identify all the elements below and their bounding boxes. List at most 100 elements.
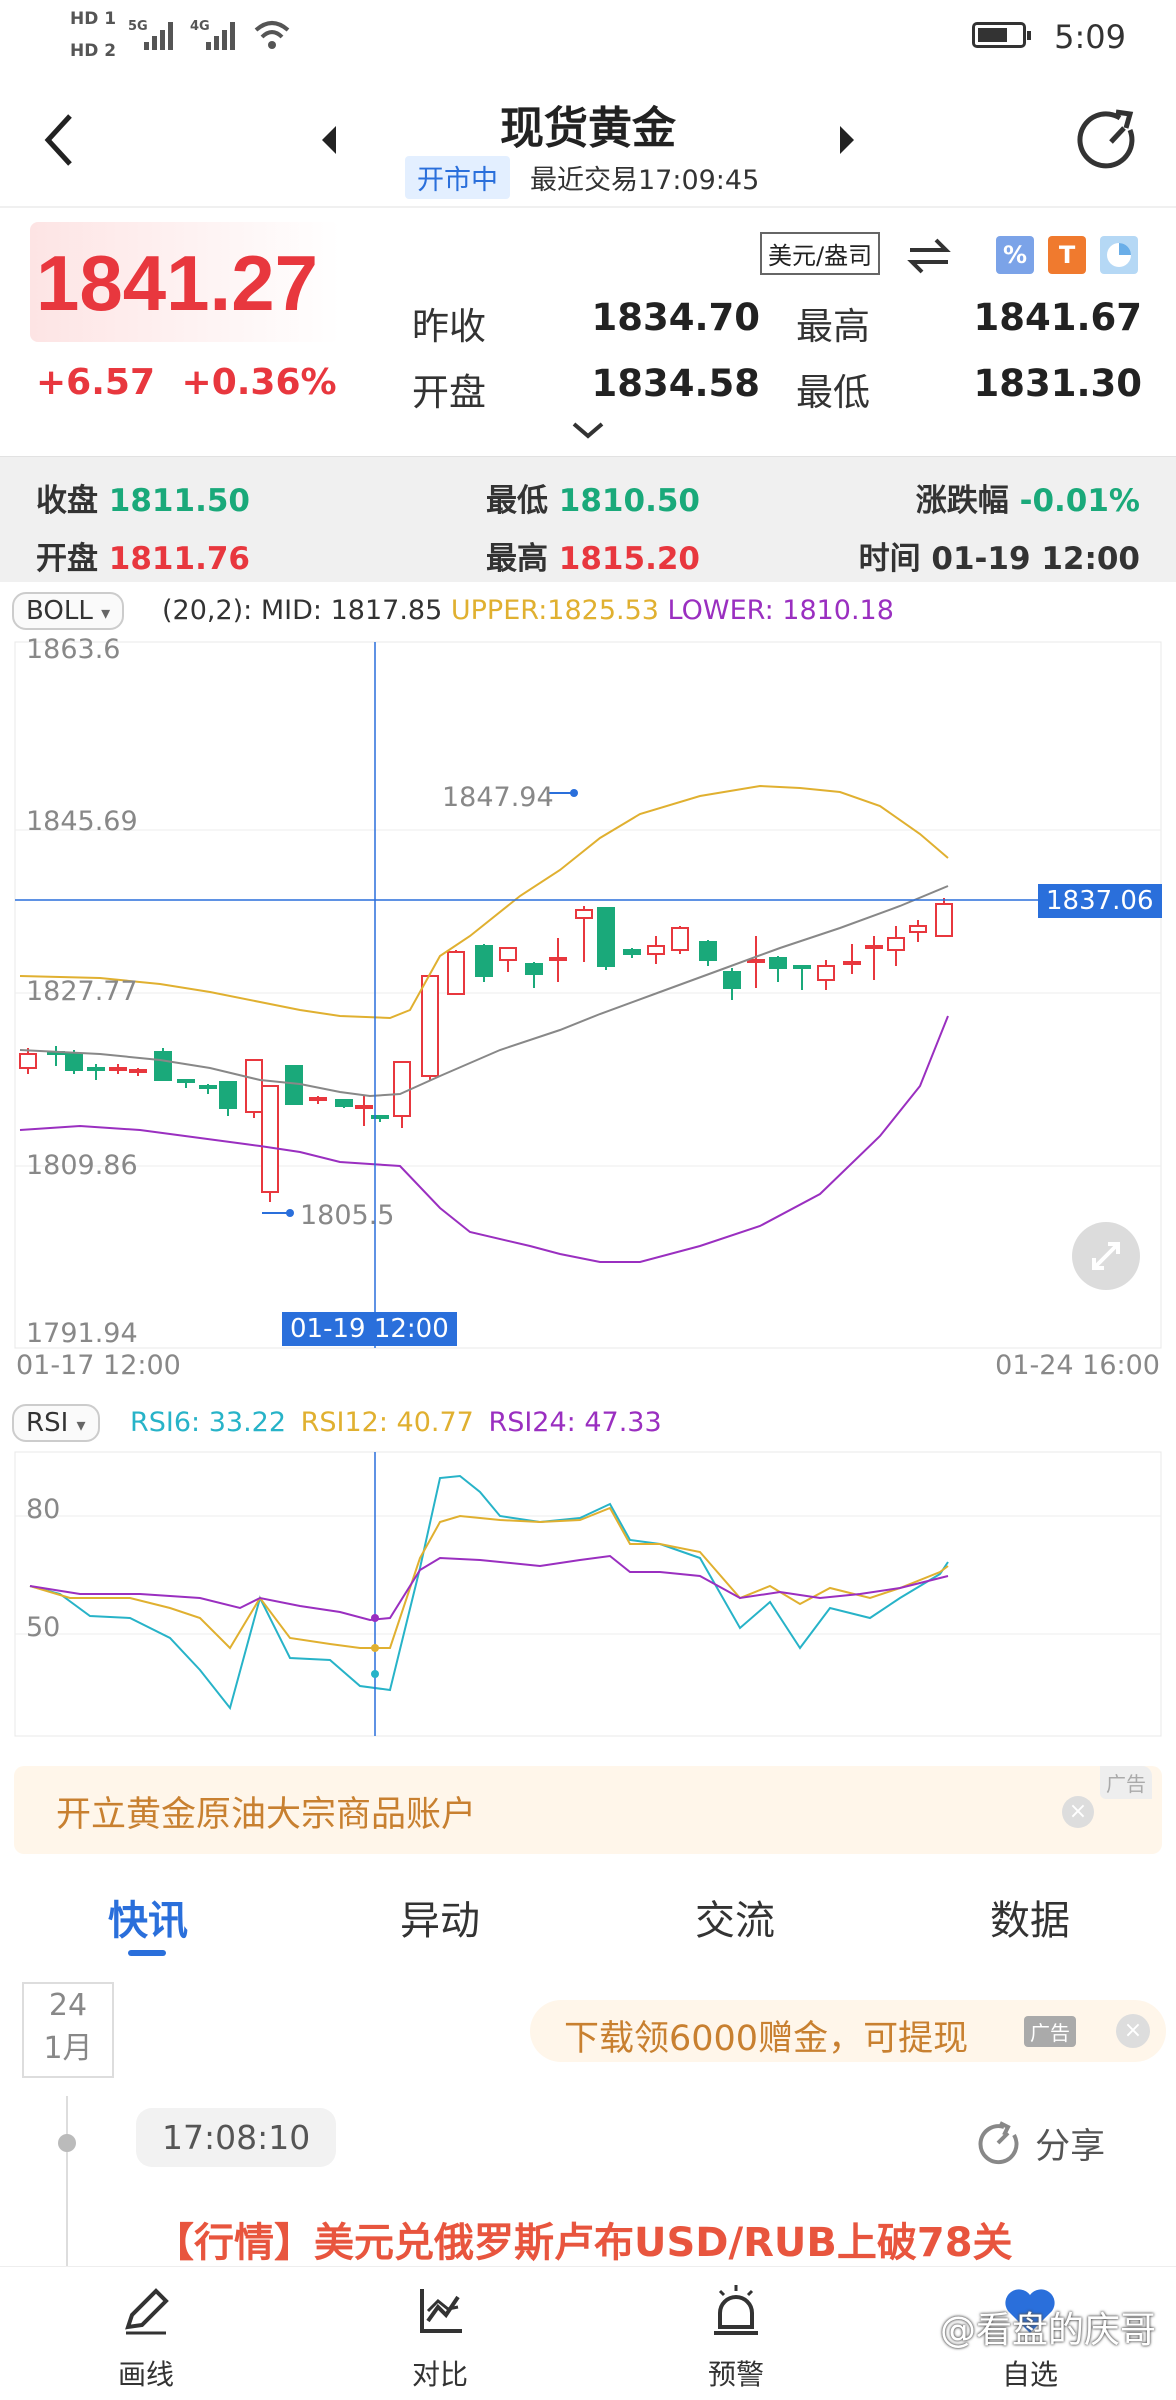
nav-watchlist-label: 自选 [1001, 2358, 1058, 2391]
header-divider [0, 206, 1176, 208]
news-headline[interactable]: 【行情】美元兑俄罗斯卢布USD/RUB上破78关 [154, 2220, 1013, 2266]
candle-body [177, 1079, 195, 1083]
x-axis-end: 01-24 16:00 [995, 1350, 1160, 1381]
percent-icon[interactable]: % [996, 236, 1034, 274]
currency-unit[interactable]: 美元/盎司 [760, 232, 881, 275]
swap-icon[interactable] [906, 236, 952, 276]
ad-close-icon[interactable]: × [1062, 1796, 1094, 1828]
expand-chevron-icon[interactable] [570, 420, 606, 440]
prev-close-value: 1834.70 [591, 296, 760, 339]
candle-body [575, 909, 593, 919]
open-label: 开盘 [412, 371, 486, 414]
tab-flash-news[interactable]: 快讯 [108, 1898, 188, 1944]
candle-body [447, 951, 465, 995]
share-label: 分享 [1035, 2127, 1106, 2167]
candle-body [499, 947, 517, 961]
heart-icon [1005, 2289, 1055, 2333]
price-change: +6.57 +0.36% [36, 362, 337, 403]
chart-compare-icon [420, 2289, 462, 2333]
news-ad-text: 下载领6000赠金，可提现 [564, 2019, 969, 2059]
expand-arrows-icon [1092, 1242, 1120, 1270]
tab-discussion[interactable]: 交流 [695, 1898, 775, 1944]
candle-body [817, 965, 835, 981]
candle-body [747, 959, 765, 963]
next-instrument-icon[interactable] [836, 124, 858, 156]
date-card: 24 1月 [22, 1982, 114, 2078]
signal-icon-2 [206, 22, 235, 50]
min-price-label: 1805.5 [300, 1200, 395, 1231]
candle-change: 涨跌幅 -0.01% [915, 483, 1140, 519]
candle-body [285, 1065, 303, 1105]
candle-body [865, 945, 883, 949]
candlestick-chart[interactable] [0, 636, 1176, 1356]
news-ad-banner[interactable]: 下载领6000赠金，可提现 广告 × [530, 2000, 1166, 2062]
candle-body [87, 1067, 105, 1071]
nav-alert[interactable]: 预警 [656, 2267, 816, 2393]
candle-body [597, 907, 615, 967]
news-ad-close-icon[interactable]: × [1116, 2014, 1150, 2048]
nav-draw[interactable]: 画线 [66, 2267, 226, 2393]
indicator-select-rsi[interactable]: RSI ▾ [12, 1404, 100, 1442]
ad-banner-text: 开立黄金原油大宗商品账户 [56, 1795, 477, 1835]
change-percent: +0.36% [181, 362, 337, 403]
date-day: 24 [48, 1988, 88, 2023]
candle-body [671, 927, 689, 951]
candle-low: 最低 1810.50 [486, 483, 700, 519]
rsi-chart[interactable] [0, 1448, 1176, 1738]
pie-icon[interactable] [1100, 236, 1138, 274]
share-button[interactable]: 分享 [976, 2118, 1105, 2169]
refresh-icon[interactable] [1076, 106, 1146, 176]
candle-body [154, 1051, 172, 1081]
crosshair-time-label: 01-19 12:00 [282, 1312, 457, 1346]
y-tick-1: 1863.6 [26, 634, 121, 665]
candle-body [769, 957, 787, 969]
tab-data[interactable]: 数据 [990, 1898, 1070, 1944]
price-highlight [30, 222, 340, 342]
last-price: 1841.27 [36, 239, 318, 327]
nav-compare[interactable]: 对比 [360, 2267, 520, 2393]
indicator-select-boll[interactable]: BOLL ▾ [12, 592, 125, 630]
candle-body [723, 971, 741, 989]
last-trade-time: 最近交易17:09:45 [530, 165, 760, 196]
ad-banner[interactable]: 开立黄金原油大宗商品账户 广告 × [14, 1766, 1162, 1854]
candle-close: 收盘 1811.50 [36, 483, 250, 519]
y-tick-5: 1791.94 [26, 1318, 138, 1349]
candle-body [245, 1059, 263, 1113]
crosshair-price-label: 1837.06 [1038, 884, 1162, 918]
candle-body [887, 937, 905, 951]
y-tick-2: 1845.69 [26, 806, 138, 837]
change-value: +6.57 [36, 362, 155, 403]
t-icon[interactable]: T [1048, 236, 1086, 274]
share-icon [978, 2120, 1019, 2164]
candle-high: 最高 1815.20 [486, 541, 700, 577]
candle-body [421, 975, 439, 1077]
wifi-icon [254, 21, 290, 49]
watermark: @看盘的庆哥 [939, 2310, 1156, 2351]
candle-body [129, 1069, 147, 1073]
y-tick-4: 1809.86 [26, 1150, 138, 1181]
candle-body [623, 949, 641, 955]
candle-body [19, 1053, 37, 1069]
nav-watchlist[interactable]: 自选 [950, 2267, 1110, 2393]
ad-badge: 广告 [1100, 1766, 1152, 1799]
signal-icon [144, 22, 173, 50]
candle-body [843, 961, 861, 965]
back-icon[interactable] [40, 110, 80, 170]
candle-body [525, 963, 543, 975]
max-price-label: 1847.94 [442, 782, 554, 813]
clock: 5:09 [1054, 18, 1126, 56]
low-value: 1831.30 [973, 362, 1142, 405]
network-5g-label: 5G [128, 19, 148, 34]
tab-movement[interactable]: 异动 [400, 1898, 480, 1944]
high-label: 最高 [796, 305, 870, 348]
prev-instrument-icon[interactable] [318, 124, 340, 156]
candle-body [261, 1085, 279, 1193]
candle-body [335, 1099, 353, 1107]
nav-compare-label: 对比 [411, 2358, 468, 2391]
candle-body [309, 1097, 327, 1101]
high-value: 1841.67 [973, 296, 1142, 339]
rsi-y-tick-50: 50 [26, 1612, 61, 1643]
candle-body [475, 945, 493, 977]
fullscreen-button[interactable] [1072, 1222, 1140, 1290]
news-time: 17:08:10 [136, 2108, 337, 2167]
